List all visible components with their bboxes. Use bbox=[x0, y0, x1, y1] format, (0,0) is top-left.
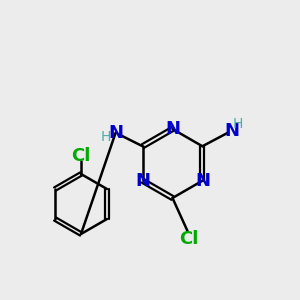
Text: Cl: Cl bbox=[71, 147, 91, 165]
Text: H: H bbox=[232, 117, 243, 131]
Text: N: N bbox=[135, 172, 150, 190]
Text: N: N bbox=[195, 172, 210, 190]
Text: Cl: Cl bbox=[179, 230, 199, 247]
Text: N: N bbox=[108, 124, 123, 142]
Text: N: N bbox=[165, 120, 180, 138]
Text: N: N bbox=[224, 122, 239, 140]
Text: H: H bbox=[101, 130, 111, 144]
